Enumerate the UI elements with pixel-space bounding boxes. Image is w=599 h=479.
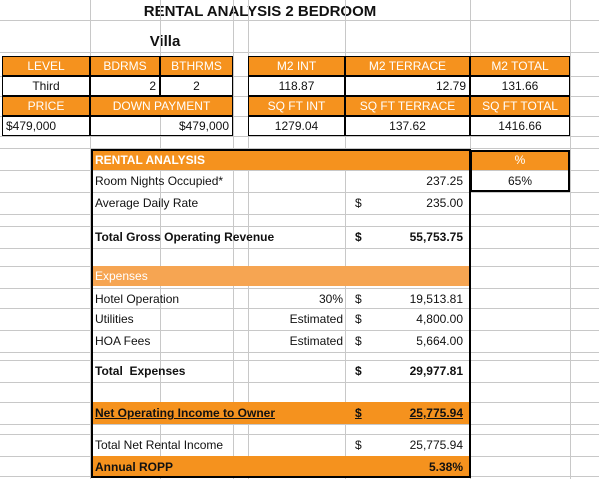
grid-line (0, 382, 599, 383)
value-cell: $479,000 (90, 116, 233, 136)
grid-line (0, 288, 599, 289)
title: RENTAL ANALYSIS 2 BEDROOM (143, 2, 377, 20)
grid-line (570, 0, 571, 479)
grid-line (0, 136, 599, 137)
row-label: Total Gross Operating Revenue (95, 230, 275, 244)
amount: 237.25 (426, 174, 463, 188)
currency: $ (355, 334, 362, 348)
basis: 30% (318, 292, 343, 306)
percent: 65% (507, 174, 533, 188)
amount: 19,513.81 (409, 292, 463, 306)
subtitle: Villa (149, 32, 181, 50)
grid-line (0, 434, 599, 435)
grid-line (0, 352, 599, 353)
row-label: Total Net Rental Income (95, 438, 224, 452)
currency: $ (355, 406, 362, 420)
amount: 29,977.81 (409, 364, 463, 378)
value-cell: 2 (90, 76, 160, 96)
grid-line (90, 0, 91, 479)
value-cell: 131.66 (470, 76, 570, 96)
amount: 4,800.00 (416, 312, 463, 326)
row-band (92, 402, 470, 424)
header-cell: DOWN PAYMENT (90, 96, 233, 116)
header-cell: PRICE (2, 96, 90, 116)
currency: $ (355, 292, 362, 306)
table-border (91, 149, 471, 478)
grid-line (0, 20, 599, 21)
amount: 25,775.94 (409, 438, 463, 452)
currency: $ (355, 312, 362, 326)
amount: 25,775.94 (409, 406, 463, 420)
grid-line (160, 0, 161, 479)
value-cell: 1416.66 (470, 116, 570, 136)
grid-line (233, 0, 234, 479)
header-cell: M2 INT (248, 56, 345, 76)
grid-line (0, 248, 599, 249)
section-title: RENTAL ANALYSIS (92, 150, 342, 170)
header-cell: % (470, 150, 570, 170)
value-cell: 118.87 (248, 76, 345, 96)
grid-line (345, 0, 346, 479)
row-label: Annual ROPP (95, 459, 174, 474)
header-cell: BTHRMS (160, 56, 233, 76)
header-cell: SQ FT INT (248, 96, 345, 116)
grid-line (0, 360, 599, 361)
basis: Estimated (289, 312, 343, 326)
table-border (470, 150, 570, 192)
grid-line (0, 330, 599, 331)
row-label: Total Expenses (95, 364, 186, 378)
currency: $ (355, 438, 362, 452)
header-cell: BDRMS (90, 56, 160, 76)
header-cell: SQ FT TERRACE (345, 96, 470, 116)
value-cell: 1279.04 (248, 116, 345, 136)
grid-line (0, 226, 599, 227)
grid-line (0, 148, 599, 149)
amount: 5,664.00 (416, 334, 463, 348)
grid-line (0, 424, 599, 425)
currency: $ (355, 230, 362, 244)
value-cell: 12.79 (345, 76, 470, 96)
grid-line (0, 214, 599, 215)
row-label: Average Daily Rate (95, 196, 199, 210)
currency: $ (355, 196, 362, 210)
amount: 5.38% (428, 459, 463, 474)
amount: 235.00 (426, 196, 463, 210)
grid-line (0, 52, 599, 53)
row-label: Net Operating Income to Owner (95, 406, 276, 420)
basis: Estimated (289, 334, 343, 348)
header-cell: M2 TERRACE (345, 56, 470, 76)
header-cell: M2 TOTAL (470, 56, 570, 76)
grid-line (0, 308, 599, 309)
header-cell: LEVEL (2, 56, 90, 76)
value-cell: $479,000 (2, 116, 90, 136)
value-cell: Third (2, 76, 90, 96)
section-title: Expenses (92, 266, 342, 286)
row-label: Utilities (95, 312, 134, 326)
row-label: Room Nights Occupied* (95, 174, 224, 188)
grid-line (0, 192, 599, 193)
row-label: HOA Fees (95, 334, 151, 348)
currency: $ (355, 364, 362, 378)
header-cell: SQ FT TOTAL (470, 96, 570, 116)
row-band (92, 456, 470, 477)
grid-line (0, 170, 599, 171)
amount: 55,753.75 (409, 230, 463, 244)
grid-line (248, 0, 249, 479)
row-label: Hotel Operation (95, 292, 180, 306)
value-cell: 2 (160, 76, 233, 96)
value-cell: 137.62 (345, 116, 470, 136)
